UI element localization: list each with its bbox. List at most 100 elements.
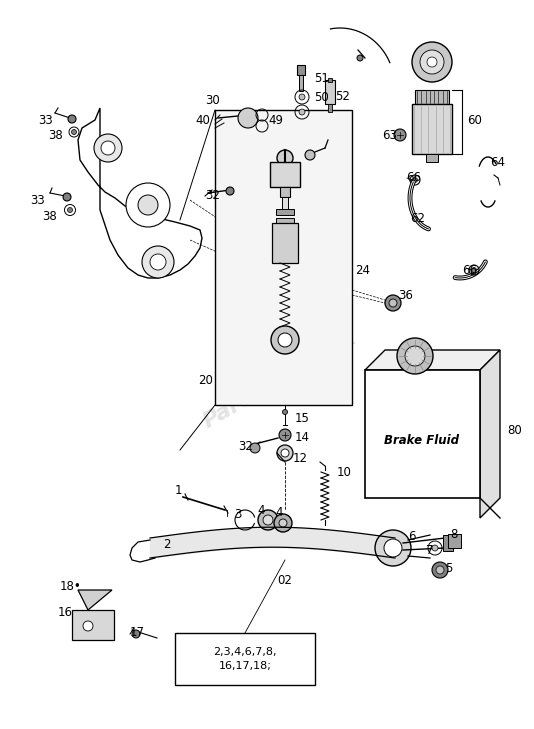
Text: 38: 38 bbox=[42, 209, 57, 222]
Text: 15: 15 bbox=[295, 411, 310, 424]
Text: 64: 64 bbox=[490, 155, 505, 168]
Text: 49: 49 bbox=[268, 114, 283, 127]
Circle shape bbox=[277, 150, 293, 166]
Text: 36: 36 bbox=[398, 289, 413, 302]
Text: 66: 66 bbox=[462, 263, 477, 276]
Circle shape bbox=[384, 539, 402, 557]
Circle shape bbox=[281, 449, 289, 457]
Text: 17: 17 bbox=[130, 625, 145, 639]
Circle shape bbox=[67, 208, 73, 212]
Circle shape bbox=[132, 630, 140, 638]
Text: Brake Fluid: Brake Fluid bbox=[384, 434, 459, 446]
Text: 02: 02 bbox=[278, 574, 293, 587]
Bar bbox=[270, 162, 300, 187]
Text: 6: 6 bbox=[408, 531, 415, 544]
Text: 62: 62 bbox=[410, 211, 425, 225]
Circle shape bbox=[278, 333, 292, 347]
Circle shape bbox=[83, 621, 93, 631]
Circle shape bbox=[277, 445, 293, 461]
Circle shape bbox=[238, 108, 258, 128]
Bar bbox=[325, 80, 335, 104]
Circle shape bbox=[94, 134, 122, 162]
Circle shape bbox=[274, 514, 292, 532]
Circle shape bbox=[389, 299, 397, 307]
Bar bbox=[276, 209, 294, 215]
Text: 38: 38 bbox=[48, 128, 63, 141]
Bar bbox=[175, 633, 315, 685]
Bar bbox=[276, 218, 294, 223]
Circle shape bbox=[101, 141, 115, 155]
Circle shape bbox=[394, 129, 406, 141]
Text: 3: 3 bbox=[234, 507, 241, 521]
Text: 52: 52 bbox=[335, 90, 350, 103]
Circle shape bbox=[126, 183, 170, 227]
Circle shape bbox=[436, 566, 444, 574]
Circle shape bbox=[68, 115, 76, 123]
Text: 2,3,4,6,7,8,
16,17,18;: 2,3,4,6,7,8, 16,17,18; bbox=[213, 647, 277, 671]
Circle shape bbox=[72, 130, 76, 134]
Bar bbox=[282, 197, 288, 209]
Circle shape bbox=[397, 338, 433, 374]
Bar bbox=[328, 78, 332, 82]
Text: 14: 14 bbox=[295, 431, 310, 443]
Circle shape bbox=[63, 193, 71, 201]
Text: 8: 8 bbox=[450, 529, 458, 542]
Text: 66: 66 bbox=[406, 171, 421, 184]
Circle shape bbox=[279, 429, 291, 441]
Circle shape bbox=[258, 510, 278, 530]
Circle shape bbox=[405, 346, 425, 366]
Polygon shape bbox=[78, 590, 112, 610]
Bar bbox=[272, 223, 298, 263]
Text: 80: 80 bbox=[507, 424, 522, 437]
Text: 18•: 18• bbox=[60, 580, 82, 593]
Text: 12: 12 bbox=[293, 451, 308, 464]
Bar bbox=[215, 110, 352, 405]
Circle shape bbox=[299, 109, 305, 115]
Circle shape bbox=[432, 562, 448, 578]
Polygon shape bbox=[480, 350, 500, 518]
Circle shape bbox=[282, 410, 287, 415]
Text: 16: 16 bbox=[58, 606, 73, 618]
Text: 51: 51 bbox=[314, 71, 329, 85]
Bar bbox=[328, 104, 332, 112]
Circle shape bbox=[412, 177, 418, 182]
Bar bbox=[72, 610, 114, 640]
Circle shape bbox=[305, 150, 315, 160]
Text: 20: 20 bbox=[198, 373, 213, 386]
Circle shape bbox=[385, 295, 401, 311]
Circle shape bbox=[142, 246, 174, 278]
Polygon shape bbox=[365, 350, 500, 370]
Text: 32: 32 bbox=[205, 189, 220, 201]
Text: 5: 5 bbox=[445, 561, 452, 574]
Text: 1: 1 bbox=[175, 483, 183, 496]
Circle shape bbox=[279, 519, 287, 527]
Text: 33: 33 bbox=[38, 114, 53, 127]
Circle shape bbox=[375, 530, 411, 566]
Text: 63: 63 bbox=[382, 128, 397, 141]
Circle shape bbox=[432, 545, 438, 551]
Polygon shape bbox=[78, 108, 202, 278]
Text: 40: 40 bbox=[195, 114, 210, 127]
Circle shape bbox=[412, 42, 452, 82]
Text: PartsRepublik: PartsRepublik bbox=[200, 328, 360, 432]
Text: 50: 50 bbox=[314, 90, 329, 104]
Text: 24: 24 bbox=[355, 263, 370, 276]
Bar bbox=[412, 104, 452, 154]
Circle shape bbox=[420, 50, 444, 74]
Circle shape bbox=[299, 94, 305, 100]
Bar bbox=[426, 154, 438, 162]
Bar bbox=[280, 187, 290, 197]
Circle shape bbox=[357, 55, 363, 61]
Circle shape bbox=[138, 195, 158, 215]
Text: 4: 4 bbox=[275, 507, 282, 520]
Text: 60: 60 bbox=[467, 114, 482, 127]
Circle shape bbox=[150, 254, 166, 270]
Circle shape bbox=[472, 268, 476, 273]
Text: 30: 30 bbox=[205, 93, 220, 106]
Bar bbox=[299, 75, 303, 91]
Bar bbox=[365, 370, 480, 498]
Bar bbox=[297, 65, 305, 75]
Circle shape bbox=[271, 326, 299, 354]
Text: 4: 4 bbox=[257, 504, 264, 517]
Text: 2: 2 bbox=[163, 539, 170, 552]
